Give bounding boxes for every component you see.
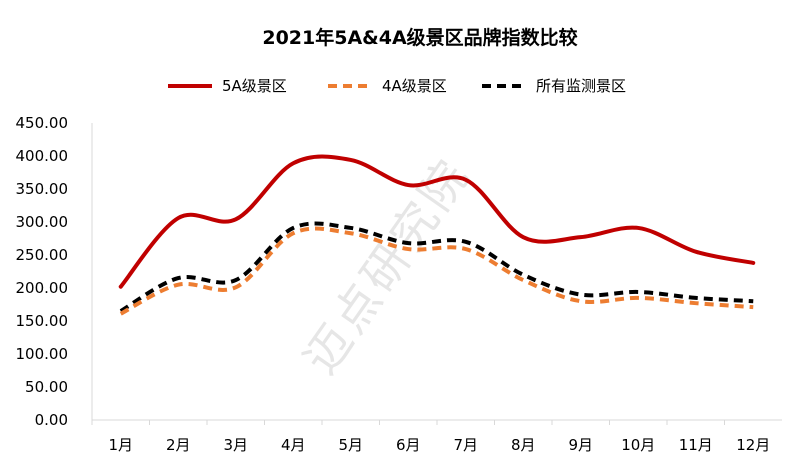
x-tick-label: 5月 [338,436,363,454]
series-group [118,154,756,316]
x-tick-label: 4月 [281,436,306,454]
y-tick-label: 50.00 [25,378,68,396]
x-tick-label: 7月 [453,436,478,454]
x-tick-label: 11月 [679,436,713,454]
legend-label: 4A级景区 [382,77,447,95]
svg-text:迈点研究院: 迈点研究院 [293,148,481,384]
watermark: 迈点研究院 [293,148,481,384]
x-tick-label: 3月 [223,436,248,454]
y-tick-label: 300.00 [16,213,69,231]
y-tick-label: 450.00 [16,114,69,132]
x-tick-label: 10月 [621,436,655,454]
chart-title: 2021年5A&4A级景区品牌指数比较 [262,26,577,49]
x-tick-label: 8月 [511,436,536,454]
y-tick-label: 400.00 [16,147,69,165]
x-tick-label: 1月 [108,436,133,454]
y-tick-label: 150.00 [16,312,69,330]
x-tick-label: 12月 [736,436,770,454]
x-tick-label: 6月 [396,436,421,454]
y-tick-label: 0.00 [35,411,68,429]
y-tick-label: 100.00 [16,345,69,363]
x-tick-label: 9月 [568,436,593,454]
legend: 5A级景区 4A级景区 所有监测景区 [168,77,626,95]
series-line-0 [118,154,756,289]
y-tick-label: 250.00 [16,246,69,264]
legend-label: 所有监测景区 [536,77,626,95]
y-tick-label: 200.00 [16,279,69,297]
legend-label: 5A级景区 [222,77,287,95]
axes: 0.00 50.00 100.00 150.00 200.00 250.00 300.00 3… [16,114,782,454]
x-tick-label: 2月 [166,436,191,454]
y-tick-label: 350.00 [16,180,69,198]
series-line-1 [119,226,754,316]
series-line-2 [119,221,754,313]
